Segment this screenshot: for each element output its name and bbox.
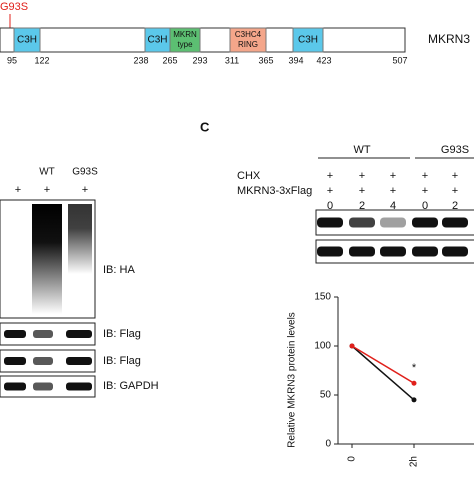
protein-name: MKRN3 bbox=[428, 32, 470, 46]
domain-label: C3H bbox=[147, 35, 167, 46]
plus: + bbox=[422, 170, 428, 182]
protein-bar bbox=[0, 27, 406, 53]
residue: 265 bbox=[162, 55, 177, 65]
y-tick-label: 150 bbox=[314, 292, 331, 303]
plus: + bbox=[452, 185, 458, 197]
group-label: WT bbox=[353, 144, 370, 156]
band bbox=[349, 217, 375, 228]
plus: + bbox=[359, 185, 365, 197]
plus: + bbox=[390, 185, 396, 197]
band bbox=[349, 246, 375, 257]
band bbox=[317, 246, 343, 257]
smear bbox=[32, 204, 62, 314]
plus: + bbox=[327, 185, 333, 197]
band bbox=[66, 382, 92, 391]
smear bbox=[68, 204, 92, 274]
domain bbox=[13, 27, 41, 53]
residue: 238 bbox=[133, 55, 148, 65]
band bbox=[317, 217, 343, 228]
point bbox=[411, 397, 417, 403]
y-tick-label: 50 bbox=[320, 390, 332, 401]
group-label: G93S bbox=[441, 144, 469, 156]
time: 4 bbox=[390, 200, 396, 212]
band bbox=[412, 246, 438, 257]
annotation: * bbox=[412, 362, 417, 374]
band bbox=[4, 357, 26, 365]
time: 0 bbox=[327, 200, 333, 212]
domain-label: type bbox=[177, 40, 193, 49]
residue: 507 bbox=[392, 55, 407, 65]
residue: 95 bbox=[7, 55, 17, 65]
time: 0 bbox=[422, 200, 428, 212]
band bbox=[33, 382, 53, 391]
point bbox=[411, 380, 417, 386]
domain-label: C3HC4 bbox=[235, 30, 262, 39]
band bbox=[4, 330, 26, 338]
series-line bbox=[351, 345, 415, 384]
column-label: WT bbox=[39, 167, 55, 178]
y-tick-label: 0 bbox=[325, 439, 331, 450]
series-line bbox=[351, 345, 415, 401]
residue: 311 bbox=[225, 55, 239, 65]
time: 2 bbox=[452, 200, 458, 212]
band bbox=[33, 330, 53, 338]
x-tick-label: 2h bbox=[409, 456, 420, 467]
y-axis-label: Relative MKRN3 protein levels bbox=[287, 312, 298, 448]
time: 2 bbox=[359, 200, 365, 212]
band bbox=[4, 382, 26, 391]
residue: 122 bbox=[34, 55, 49, 65]
plus: + bbox=[390, 170, 396, 182]
plus: + bbox=[15, 184, 21, 196]
plus: + bbox=[327, 170, 333, 182]
row-label: MKRN3-3xFlag bbox=[237, 185, 312, 197]
plus: + bbox=[82, 184, 88, 196]
row-label: CHX bbox=[237, 170, 261, 182]
y-tick-label: 100 bbox=[314, 341, 331, 352]
blot-label: IB: Flag bbox=[103, 355, 141, 367]
panel-letter: C bbox=[200, 119, 210, 134]
band bbox=[380, 246, 406, 257]
residue: 394 bbox=[288, 55, 303, 65]
point bbox=[349, 343, 355, 349]
band bbox=[380, 217, 406, 228]
plus: + bbox=[359, 170, 365, 182]
band bbox=[412, 217, 438, 228]
residue: 293 bbox=[192, 55, 207, 65]
x-tick-label: 0 bbox=[347, 456, 358, 462]
band bbox=[66, 330, 92, 338]
domain-label: C3H bbox=[17, 35, 37, 46]
band bbox=[66, 357, 92, 365]
domain-label: C3H bbox=[298, 35, 318, 46]
band bbox=[442, 246, 468, 257]
domain bbox=[229, 27, 267, 53]
plus: + bbox=[422, 185, 428, 197]
plus: + bbox=[452, 170, 458, 182]
blot-label: IB: HA bbox=[103, 264, 135, 276]
domain-label: RING bbox=[238, 40, 258, 49]
residue: 365 bbox=[258, 55, 273, 65]
domain-label: MKRN bbox=[173, 30, 197, 39]
domain bbox=[144, 27, 171, 53]
domain bbox=[169, 27, 201, 53]
residue: 423 bbox=[316, 55, 331, 65]
band bbox=[33, 357, 53, 365]
blot-label: IB: GAPDH bbox=[103, 380, 159, 392]
domain bbox=[292, 27, 324, 53]
band bbox=[442, 217, 468, 228]
mutation-label: G93S bbox=[0, 1, 28, 13]
plus: + bbox=[44, 184, 50, 196]
blot-label: IB: Flag bbox=[103, 328, 141, 340]
column-label: G93S bbox=[72, 167, 98, 178]
